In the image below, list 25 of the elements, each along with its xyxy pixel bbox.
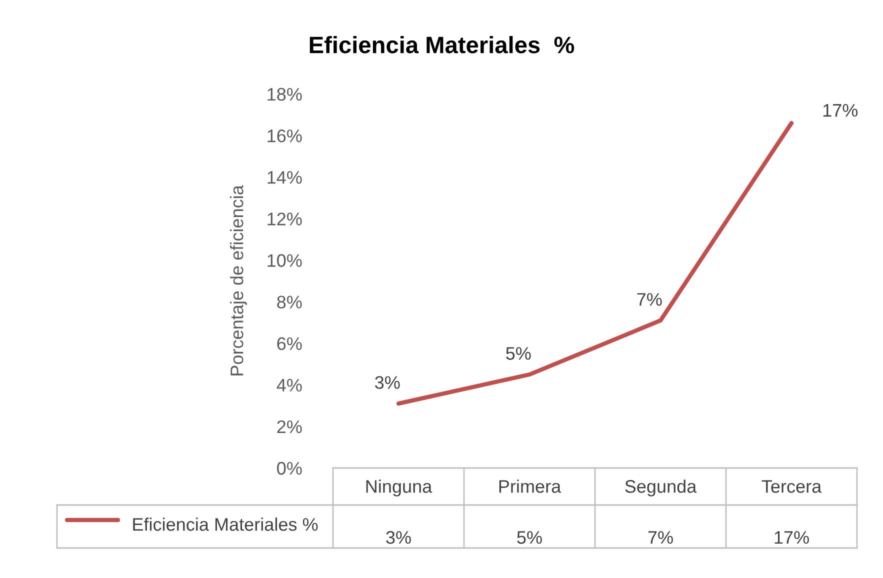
x-tick-label: Primera — [499, 480, 562, 493]
x-tick-label: Segunda — [625, 480, 697, 496]
data-label: 17% — [774, 531, 809, 544]
y-tick-label: 4% — [276, 378, 302, 392]
y-axis-title: Porcentaje de eficiencia — [230, 185, 247, 376]
data-label: 5% — [517, 531, 542, 544]
y-tick-label: 2% — [277, 420, 302, 434]
text: 5% — [506, 347, 531, 360]
data-label: 7% — [648, 531, 673, 544]
y-tick-label: 6% — [277, 337, 302, 350]
text: 3% — [375, 376, 400, 389]
y-tick-label: 18% — [268, 88, 302, 101]
x-tick-label: Tercera — [762, 480, 822, 493]
y-tick-label: 10% — [268, 254, 302, 267]
y-tick-label: 12% — [268, 212, 302, 226]
y-tick-label: 0% — [277, 462, 302, 475]
data-label: 3% — [386, 531, 411, 544]
chart-title: Eficiencia Materiales % — [310, 36, 574, 54]
y-tick-label: 16% — [268, 129, 302, 142]
y-tick-label: 14% — [268, 171, 302, 184]
text: 17% — [823, 104, 858, 117]
y-tick-label: 8% — [277, 296, 302, 308]
legend-label: Eficiencia Materiales % — [133, 518, 318, 531]
x-tick-label: Ninguna — [366, 480, 432, 496]
text: 7% — [637, 293, 662, 306]
